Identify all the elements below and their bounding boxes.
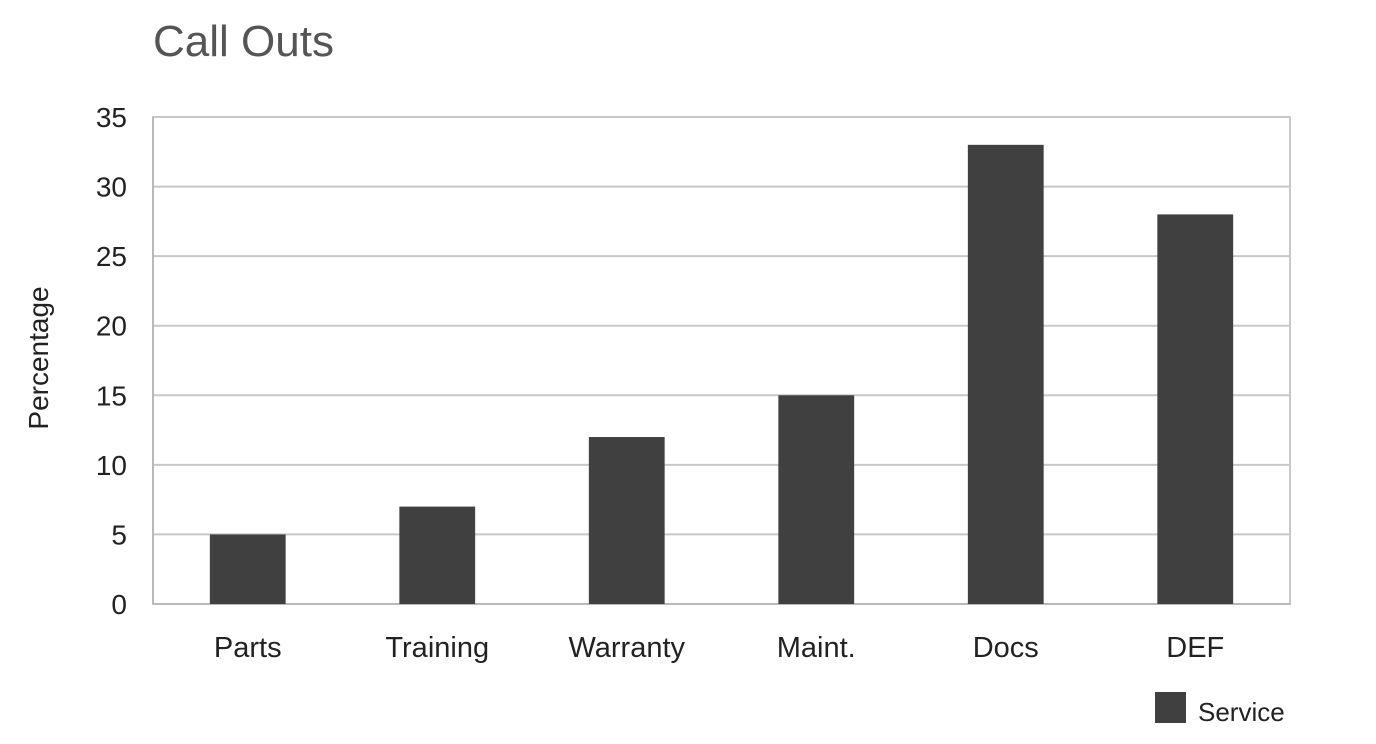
legend: Service — [1155, 692, 1285, 727]
y-axis-label: Percentage — [23, 286, 54, 429]
x-tick-label: Warranty — [568, 632, 685, 664]
x-axis-tick-labels: Parts Training Warranty Maint. Docs DEF — [214, 632, 1224, 664]
y-tick-label: 20 — [96, 311, 127, 342]
y-tick-label: 5 — [111, 519, 127, 550]
x-tick-label: Maint. — [777, 632, 856, 664]
gridlines — [152, 116, 1291, 605]
y-tick-label: 0 — [111, 589, 127, 620]
x-tick-label: Parts — [214, 632, 282, 664]
plot-frame — [152, 116, 1291, 605]
x-tick-label: Docs — [973, 632, 1039, 664]
bar-parts — [209, 534, 286, 604]
bar-def — [1157, 214, 1234, 604]
x-tick-label: DEF — [1166, 632, 1224, 664]
x-tick-label: Training — [385, 632, 489, 664]
bar-training — [399, 506, 476, 604]
bars — [209, 144, 1234, 605]
legend-label-service: Service — [1198, 697, 1285, 727]
bar-docs — [967, 144, 1044, 605]
y-tick-label: 25 — [96, 241, 127, 272]
bar-maint — [778, 395, 855, 604]
bar-warranty — [588, 437, 665, 604]
chart-title: Call Outs — [153, 17, 334, 66]
y-tick-label: 10 — [96, 450, 127, 481]
y-tick-label: 15 — [96, 380, 127, 411]
y-tick-label: 30 — [96, 172, 127, 203]
legend-swatch-service — [1155, 692, 1186, 723]
y-axis-tick-labels: 0 5 10 15 20 25 30 35 — [96, 102, 127, 620]
y-tick-label: 35 — [96, 102, 127, 133]
